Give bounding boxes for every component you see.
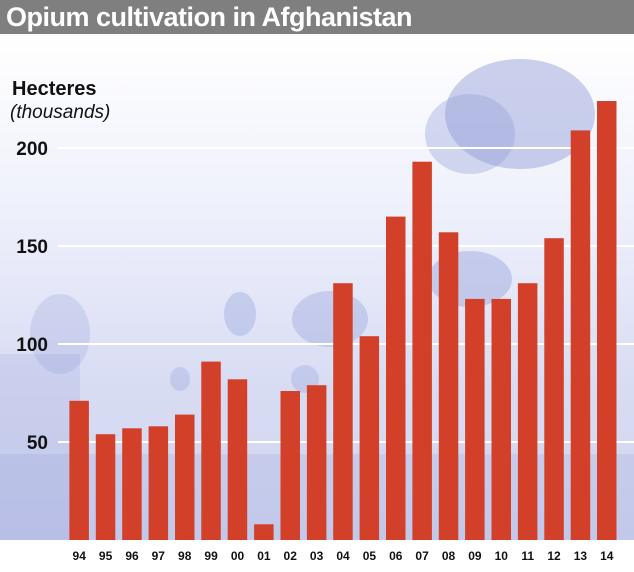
x-tick-label: 07 [415, 549, 429, 563]
y-axis-unit: (thousands) [10, 102, 111, 123]
x-tick-label: 14 [600, 549, 614, 563]
bar-14 [597, 101, 617, 540]
x-tick-label: 12 [547, 549, 561, 563]
bars [69, 101, 617, 540]
x-tick-label: 04 [336, 549, 350, 563]
x-tick-label: 08 [442, 549, 456, 563]
y-tick-label: 200 [16, 139, 48, 160]
y-axis-ticks: 50 100 150 200 [16, 139, 48, 454]
x-tick-label: 10 [495, 549, 509, 563]
x-tick-label: 95 [99, 549, 113, 563]
bar-00 [227, 379, 248, 540]
x-tick-label: 13 [574, 549, 588, 563]
x-tick-label: 96 [125, 549, 139, 563]
x-tick-label: 05 [363, 549, 377, 563]
bar-94 [69, 400, 89, 540]
bar-01 [254, 524, 274, 540]
chart-title: Opium cultivation in Afghanistan [6, 2, 413, 32]
x-tick-label: 02 [284, 549, 298, 563]
x-axis: 94 95 96 97 98 99 00 01 02 03 04 05 06 07 08 09 10 11 12 13… [73, 549, 614, 563]
x-tick-label: 94 [73, 549, 87, 563]
bar-13 [570, 130, 591, 540]
bar-04 [333, 283, 353, 540]
x-tick-label: 98 [178, 549, 192, 563]
x-tick-label: 11 [521, 549, 534, 563]
bar-07 [412, 161, 432, 540]
bar-99 [201, 361, 221, 540]
x-tick-label: 01 [257, 549, 271, 563]
bar-95 [95, 434, 116, 540]
bar-97 [148, 426, 169, 540]
bar-96 [122, 428, 142, 540]
x-tick-label: 00 [231, 549, 245, 563]
bar-08 [438, 232, 459, 540]
bar-chart: 50 100 150 200 [0, 59, 634, 540]
chart-area: 50 100 150 200 Hecteres (thousands) [0, 34, 634, 540]
y-tick-label: 100 [16, 335, 48, 356]
y-tick-label: 50 [27, 433, 48, 454]
bar-10 [491, 298, 511, 540]
bar-12 [544, 238, 564, 540]
bar-03 [306, 385, 327, 540]
bar-02 [280, 391, 300, 540]
title-bar: Opium cultivation in Afghanistan [0, 0, 634, 34]
x-tick-label: 03 [310, 549, 324, 563]
bar-09 [465, 298, 485, 540]
x-tick-label: 06 [389, 549, 403, 563]
bar-05 [359, 336, 380, 540]
y-axis-label: Hecteres [12, 78, 97, 100]
bar-11 [517, 283, 538, 540]
y-tick-label: 150 [16, 237, 48, 258]
x-tick-label: 09 [468, 549, 482, 563]
x-tick-label: 99 [204, 549, 218, 563]
bar-06 [386, 216, 406, 540]
x-tick-label: 97 [152, 549, 166, 563]
bar-98 [175, 414, 195, 540]
